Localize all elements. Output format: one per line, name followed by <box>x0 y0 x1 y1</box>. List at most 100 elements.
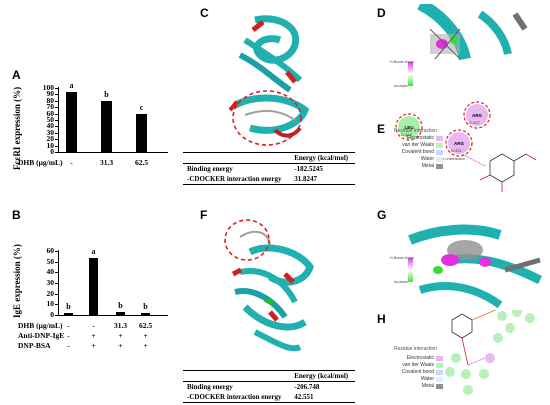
chart-a-ytick: 50 <box>46 115 55 124</box>
chart-b-bar <box>64 312 73 315</box>
chart-b-ytick: 0 <box>50 310 54 319</box>
panel-label-g: G <box>377 208 387 222</box>
legend-e-item-swatch <box>436 143 443 148</box>
chart-a-bar <box>101 101 112 152</box>
legend-h-item-label: Water <box>420 376 434 382</box>
chart-b-ytick: 50 <box>46 256 55 266</box>
residue-arg-d427-name: ARG <box>472 112 482 118</box>
chart-a-ytick-mark <box>55 113 58 115</box>
panel-label-e: E <box>377 122 386 136</box>
chart-b-letter: a <box>91 247 96 257</box>
docking-pocket-d: H-Bonds Donor Acceptor <box>390 4 548 92</box>
chart-b-y-axis <box>58 250 59 316</box>
colorbar-g-top: H-Bonds Donor <box>390 256 415 260</box>
panel-label-c: C <box>200 6 209 20</box>
panel-label-h: H <box>377 312 386 326</box>
legend-e-item-label: Metal <box>421 163 434 169</box>
legend-title-e: Residue Interaction <box>394 128 438 134</box>
docking-pocket-g-svg <box>408 224 543 308</box>
chart-b-xlabel: - <box>67 331 70 340</box>
legend-h-item-label: Metal <box>421 383 434 389</box>
residue-arg-d431: ARG <box>448 132 470 154</box>
chart-b-xlabel: + <box>118 331 123 340</box>
chart-b-letter: b <box>66 301 71 311</box>
energy-table-c: Energy (kcal/mol) Binding energy -182.524… <box>183 152 355 185</box>
energy-table-c-row2-name: -CDOCKER interaction energy <box>183 174 291 185</box>
chart-b-row-dhb: DHB (μg/mL) <box>18 321 63 330</box>
chart-a-ytick-mark <box>55 152 58 153</box>
chart-a-x-axis <box>58 152 168 153</box>
chart-b-ytick-mark <box>55 272 58 274</box>
chart-a-xlabel: 31.3 <box>99 158 114 167</box>
legend-title-h: Residue Interaction <box>394 346 438 352</box>
chart-a-ytick: 90 <box>46 89 55 99</box>
chart-b-letter: b <box>118 301 123 311</box>
chart-a-ytick: 10 <box>46 140 55 150</box>
legend-e-item-label: Covalent bond <box>401 149 434 155</box>
chart-a-bar <box>136 114 147 152</box>
legend-e-item-swatch <box>436 136 443 141</box>
energy-table-c-row2-value: 31.8247 <box>290 174 355 185</box>
chart-a-ytick-mark <box>55 107 58 109</box>
colorbar-d <box>408 62 413 86</box>
chart-b-xlabel: - <box>67 321 70 330</box>
legend-h-item-swatch <box>436 370 443 375</box>
legend-h-item-label: van der Waals <box>402 362 434 368</box>
chart-b-ytick: 60 <box>46 246 55 255</box>
chart-b-xlabel: + <box>91 331 96 340</box>
energy-table-f-row2-name: -CDOCKER interaction energy <box>183 392 291 403</box>
chart-b-xlabel: + <box>118 341 123 350</box>
interaction-lines-e <box>395 101 537 192</box>
energy-table-f-row1-name: Binding energy <box>187 383 233 391</box>
chart-b-ytick: 20 <box>46 288 55 298</box>
chart-a-xlabel: - <box>70 158 73 167</box>
chart-b-bar <box>141 312 150 315</box>
chart-a-ytick-mark <box>55 120 58 121</box>
energy-table-f: Energy (kcal/mol) Binding energy -206.748… <box>183 370 355 403</box>
energy-table-c-row1-name: Binding energy <box>187 165 233 173</box>
chart-b-ytick-mark <box>55 304 58 306</box>
chart-b-ytick-mark <box>55 251 58 252</box>
legend-e-item-label: Electrostatic <box>406 135 434 141</box>
panel-label-b: B <box>12 208 21 222</box>
residue-leu-d429: LEU <box>398 116 420 138</box>
chart-a-ytick-mark <box>55 139 58 141</box>
chart-b-x-axis <box>58 315 168 316</box>
legend-e-item-swatch <box>436 150 443 155</box>
chart-a-bar <box>66 92 77 152</box>
energy-table-c-row1-value: -182.5245 <box>294 165 323 173</box>
residue-arg-d431-num: D:431 <box>451 148 462 153</box>
legend-h-item-swatch <box>436 384 443 389</box>
chart-a-ytick-mark <box>55 100 58 102</box>
legend-h-item-swatch <box>436 363 443 368</box>
chart-b-xlabel: - <box>67 341 70 350</box>
chart-b-row-ige: Anti-DNP-IgE <box>18 331 65 340</box>
ion-interaction-note-e: Ion interaction <box>440 156 466 161</box>
energy-table-f-header: Energy (kcal/mol) <box>290 370 355 382</box>
chart-a-ytick-mark <box>55 132 58 134</box>
chart-a-ytick: 80 <box>46 95 55 105</box>
chart-b-xlabel: 31.3 <box>113 321 128 330</box>
docking-pocket-g: H-Bonds Donor Acceptor <box>390 210 548 308</box>
chart-a-ytick-mark <box>55 126 58 128</box>
chart-b-xlabel: 62.5 <box>138 321 153 330</box>
panel-label-d: D <box>377 6 386 20</box>
energy-table-f-row1-value: -206.748 <box>294 383 320 391</box>
chart-a-ytick: 100 <box>42 83 54 92</box>
residue-leu-d429-num: D:429 <box>401 132 412 137</box>
colorbar-g-bottom: Acceptor <box>394 280 408 284</box>
protein-structure-c <box>228 15 310 146</box>
interaction-diagram-h: Residue Interaction <box>390 310 548 405</box>
energy-table-c-header: Energy (kcal/mol) <box>290 152 355 164</box>
legend-e-item-label: Water <box>420 156 434 162</box>
chart-a-ytick: 0 <box>50 147 54 156</box>
interaction-lines-h <box>445 310 535 395</box>
chart-b-xlabel: + <box>91 341 96 350</box>
energy-table-f-row2-value: 42.551 <box>290 392 355 403</box>
legend-e-item-swatch <box>436 164 443 169</box>
chart-a-ytick-mark <box>55 145 58 147</box>
chart-b-xlabel: + <box>143 341 148 350</box>
docking-pocket-d-svg <box>417 4 528 61</box>
chart-b-ytick-mark <box>55 293 58 295</box>
chart-b-ytick: 10 <box>46 299 55 309</box>
